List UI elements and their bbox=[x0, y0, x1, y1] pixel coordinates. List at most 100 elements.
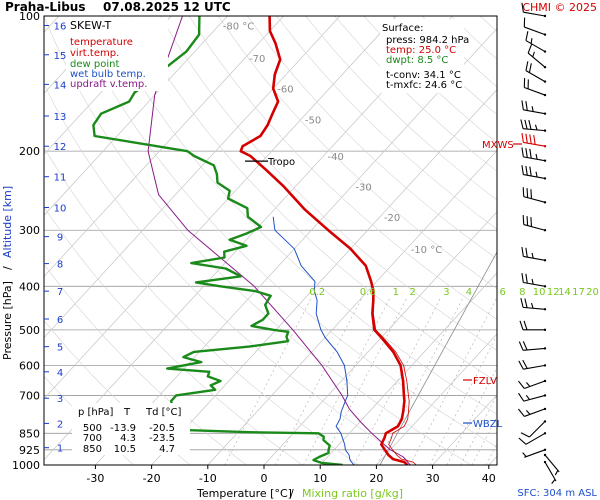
isotherm-label: -60 bbox=[277, 84, 293, 95]
series-line-virt-temp bbox=[372, 291, 417, 465]
dry-adiabat-line bbox=[72, 16, 497, 448]
wind-barb-half-feather bbox=[525, 394, 530, 400]
wind-barb-feather bbox=[521, 247, 524, 257]
dry-adiabat-line bbox=[276, 16, 497, 230]
wind-barb-half-feather bbox=[525, 409, 531, 415]
pressure-tick-label: 1000 bbox=[12, 459, 40, 472]
wind-barb bbox=[518, 341, 547, 351]
wind-barb bbox=[543, 453, 560, 476]
wind-barb-feather bbox=[525, 148, 528, 158]
mixing-ratio-label: 0.2 bbox=[309, 287, 325, 298]
wind-barb bbox=[527, 43, 547, 69]
isotherm-line bbox=[44, 16, 341, 339]
dry-adiabat-line bbox=[305, 16, 497, 201]
dry-adiabat-line bbox=[218, 16, 497, 290]
mxws-label: MXWS bbox=[482, 140, 514, 151]
wind-barb-half-feather bbox=[522, 452, 527, 458]
levels-table-header-td: Td [°C] bbox=[145, 407, 182, 418]
wind-barb-feather bbox=[521, 2, 524, 13]
grid-layer bbox=[44, 16, 497, 465]
plot-frame bbox=[43, 15, 498, 466]
legend-background bbox=[66, 17, 168, 91]
isotherm-label: -10 °C bbox=[411, 245, 443, 256]
temperature-tick-label: -30 bbox=[86, 472, 104, 485]
pressure-tick-label: 100 bbox=[19, 10, 40, 23]
wind-barbs-layer bbox=[517, 2, 560, 484]
isotherm-label: -30 bbox=[355, 183, 371, 194]
wind-barb-feather bbox=[521, 165, 524, 175]
pressure-tick-label: 300 bbox=[19, 224, 40, 237]
y-axis-title: Pressure [hPa] bbox=[1, 281, 14, 360]
wind-barb-feather bbox=[518, 437, 527, 445]
altitude-tick-label: 8 bbox=[57, 260, 63, 271]
wind-barb-half-feather bbox=[531, 278, 534, 285]
altitude-tick-label: 15 bbox=[54, 51, 67, 62]
temperature-tick-label: -10 bbox=[199, 472, 217, 485]
mixing-ratio-label: 10 bbox=[533, 287, 546, 298]
wind-barb-feather bbox=[525, 273, 528, 284]
isotherm-label: -20 bbox=[384, 213, 400, 224]
wind-barb-staff bbox=[524, 380, 546, 390]
wind-barb-feather bbox=[526, 216, 529, 226]
altitude-tick-label: 7 bbox=[57, 287, 63, 298]
wind-barb-feather bbox=[525, 165, 528, 176]
dry-adiabat-line bbox=[188, 16, 497, 320]
isotherm-line bbox=[151, 89, 497, 465]
mixing-ratio-label: 8 bbox=[519, 287, 525, 298]
wind-barb-feather bbox=[525, 61, 529, 71]
x-axis-title: Temperature [°C] bbox=[196, 487, 292, 500]
pressure-tick-label: 925 bbox=[19, 444, 40, 457]
altitude-tick-label: 5 bbox=[57, 343, 63, 354]
legend-item-updraft: updraft v.temp. bbox=[70, 79, 147, 90]
isotherm-line bbox=[263, 211, 497, 465]
wind-barb bbox=[519, 320, 547, 332]
levels-table-cell: 500 bbox=[83, 423, 102, 434]
mixing-ratio-line bbox=[303, 296, 391, 465]
legend-item-dew-point: dew point bbox=[70, 59, 119, 70]
dry-adiabat-line bbox=[44, 16, 472, 465]
wind-barb-feather bbox=[524, 119, 528, 130]
levels-table-cell: 10.5 bbox=[114, 444, 136, 455]
temperature-tick-label: 30 bbox=[426, 472, 440, 485]
wind-barb-feather bbox=[522, 341, 528, 351]
mixing-ratio-label: 2 bbox=[410, 287, 416, 298]
altitude-tick-label: 12 bbox=[54, 142, 67, 153]
wind-barb-feather bbox=[525, 31, 529, 41]
legend-title: SKEW-T bbox=[70, 19, 112, 32]
wind-barb-half-feather bbox=[531, 252, 534, 259]
levels-table: p [hPa] T Td [°C] 500 -13.9 -20.5 700 4.… bbox=[72, 403, 190, 455]
wind-barb bbox=[521, 165, 547, 180]
mixing-ratio-line bbox=[353, 296, 442, 465]
wind-barb-staff bbox=[544, 454, 560, 473]
isotherm-label: -40 bbox=[328, 152, 344, 163]
mixing-ratio-label: 1 bbox=[393, 287, 399, 298]
wind-barb-feather bbox=[525, 101, 528, 111]
altitude-tick-label: 14 bbox=[54, 80, 67, 91]
mixing-ratio-line bbox=[376, 296, 464, 465]
surface-pressure: press: 984.2 hPa bbox=[386, 35, 469, 46]
mixing-ratio-label: 14 bbox=[558, 287, 571, 298]
wind-barb-half-feather bbox=[551, 479, 556, 484]
mixing-ratio-label: 4 bbox=[466, 287, 472, 298]
surface-t-conv: t-conv: 34.1 °C bbox=[386, 70, 461, 81]
temperature-tick-label: 10 bbox=[313, 472, 327, 485]
levels-table-cell: -20.5 bbox=[149, 423, 175, 434]
wind-barb-feather bbox=[518, 341, 524, 351]
wind-barb-feather bbox=[520, 298, 524, 308]
pressure-tick-label: 200 bbox=[19, 145, 40, 158]
legend-item-temperature: temperature bbox=[70, 37, 133, 48]
pressure-tick-label: 850 bbox=[19, 427, 40, 440]
legend-item-wet-bulb: wet bulb temp. bbox=[70, 69, 146, 80]
dry-adiabat-line bbox=[101, 16, 497, 415]
y-axis-title-altitude: Altitude [km] bbox=[1, 186, 14, 258]
wind-barb-feather bbox=[526, 188, 529, 198]
dry-adiabat-line bbox=[247, 16, 497, 260]
tropopause-marker: Tropo bbox=[245, 157, 295, 168]
wind-barb bbox=[517, 407, 547, 417]
wind-barb-feather bbox=[519, 320, 524, 331]
mixing-ratio-line bbox=[429, 334, 497, 465]
wind-barb-feather bbox=[521, 273, 524, 283]
wind-barb bbox=[520, 298, 547, 311]
y-axis-title-group: Pressure [hPa] / Altitude [km] bbox=[1, 186, 14, 360]
